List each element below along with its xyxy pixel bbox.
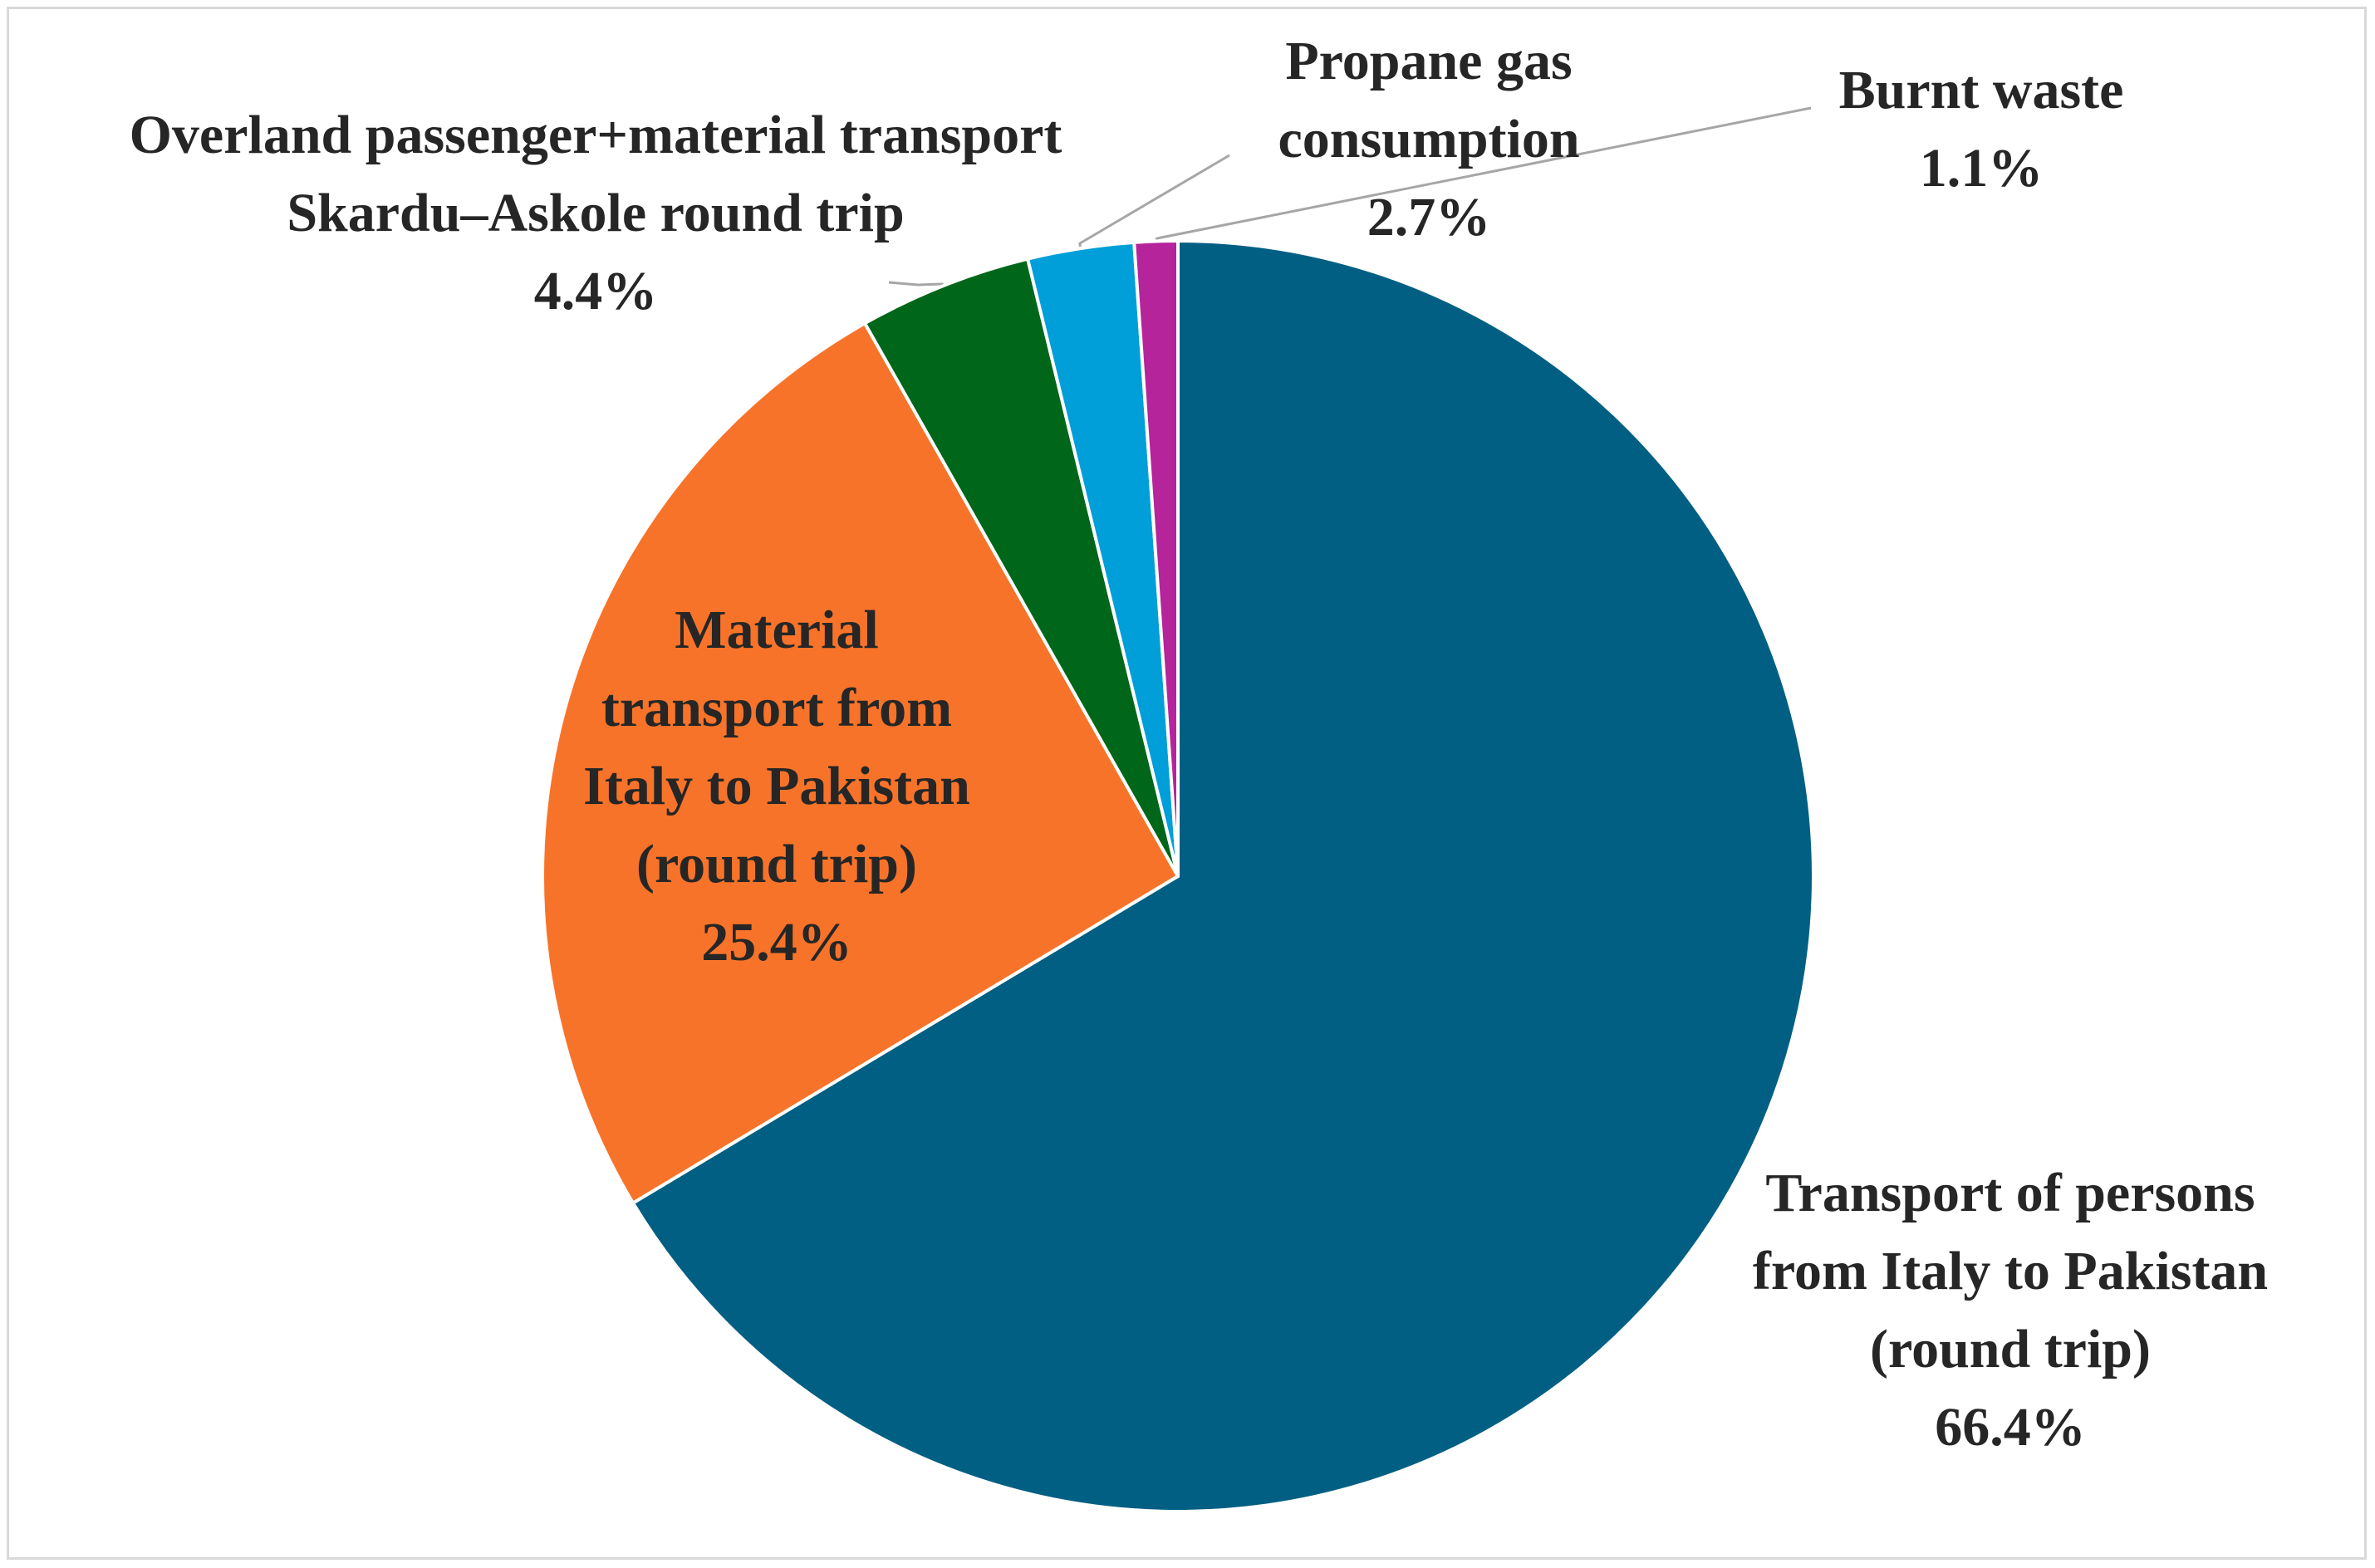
leader-line-3 [1078, 154, 1230, 247]
slice-label-propane-gas: Propane gas consumption 2.7% [1278, 22, 1579, 257]
label-line: Material [675, 600, 879, 660]
value-label: 2.7% [1367, 187, 1491, 247]
pie-slice-2 [863, 257, 1180, 878]
label-line: from Italy to Pakistan [1752, 1241, 2269, 1301]
value-label: 66.4% [1935, 1397, 2086, 1458]
value-label: 25.4% [701, 912, 852, 973]
label-line: Italy to Pakistan [583, 756, 970, 816]
slice-label-material-transport: Material transport from Italy to Pakista… [583, 591, 970, 982]
pie-slice-4 [1132, 239, 1180, 878]
label-line: consumption [1278, 109, 1580, 169]
slice-label-burnt-waste: Burnt waste 1.1% [1839, 51, 2124, 208]
label-line: Skardu–Askole round trip [287, 183, 905, 243]
label-line: Overland passenger+material transport [129, 105, 1062, 165]
label-line: Propane gas [1285, 31, 1573, 91]
label-line: Transport of persons [1765, 1163, 2255, 1223]
value-label: 1.1% [1919, 138, 2044, 198]
slice-label-transport-of-persons: Transport of persons from Italy to Pakis… [1753, 1154, 2268, 1467]
pie-slices [540, 239, 1815, 1513]
leader-line-4 [1155, 106, 1812, 241]
label-line: (round trip) [636, 834, 917, 894]
slice-label-overland-transport: Overland passenger+material transport Sk… [130, 96, 1062, 331]
pie-slice-0 [631, 239, 1815, 1513]
label-line: Burnt waste [1838, 60, 2124, 120]
value-label: 4.4% [533, 261, 658, 321]
leader-lines [888, 106, 1812, 287]
leader-line-2 [888, 281, 944, 287]
label-line: (round trip) [1869, 1319, 2151, 1379]
label-line: transport from [601, 678, 953, 738]
pie-slice-1 [540, 321, 1180, 1205]
